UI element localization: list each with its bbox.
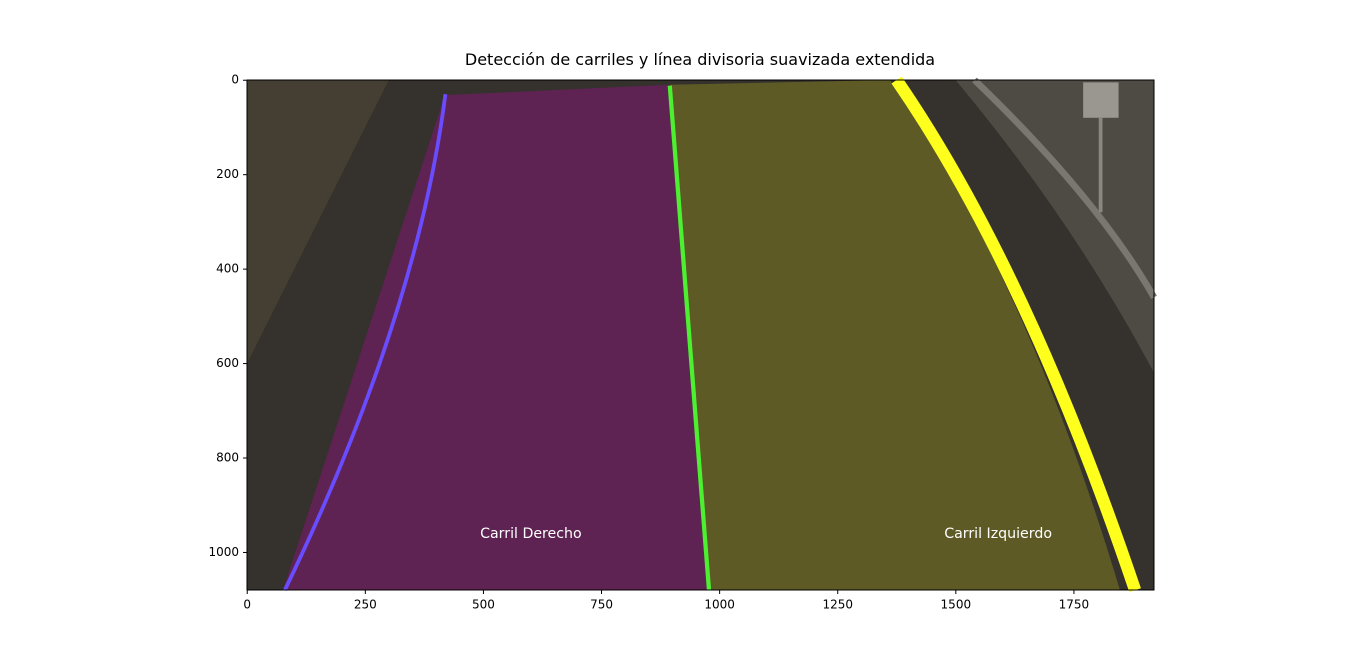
annotation: Carril Izquierdo	[944, 526, 1052, 542]
x-tick-label: 1000	[704, 598, 735, 612]
x-tick-label: 500	[472, 598, 495, 612]
axes-frame	[246, 79, 1155, 591]
y-tick-label: 400	[216, 262, 239, 276]
x-tick-label: 750	[590, 598, 613, 612]
annotation: Carril Derecho	[480, 526, 582, 542]
y-tick-label: 200	[216, 167, 239, 181]
y-tick-label: 800	[216, 451, 239, 465]
x-tick-label: 250	[354, 598, 377, 612]
x-tick-label: 0	[243, 598, 251, 612]
x-tick-label: 1500	[941, 598, 972, 612]
x-tick-label: 1750	[1059, 598, 1090, 612]
y-tick-label: 1000	[208, 545, 239, 559]
y-tick-label: 0	[231, 73, 239, 87]
chart-title: Detección de carriles y línea divisoria …	[465, 50, 935, 69]
x-tick-label: 1250	[822, 598, 853, 612]
y-tick-label: 600	[216, 356, 239, 370]
image: Carril Derecho Carril Izquierdo	[247, 76, 1157, 593]
